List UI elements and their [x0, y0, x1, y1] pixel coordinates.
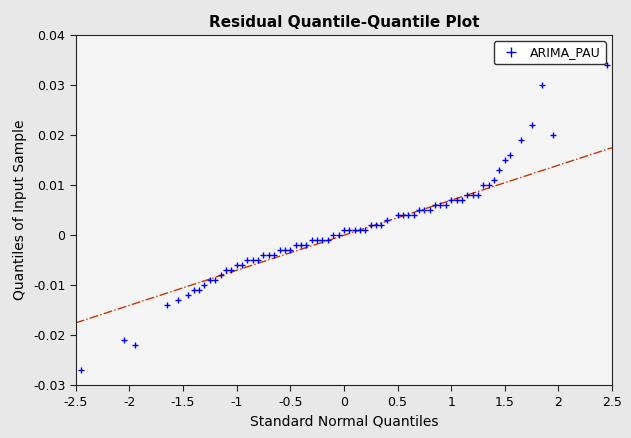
ARIMA_PAU — [603, 63, 611, 68]
Legend: ARIMA_PAU: ARIMA_PAU — [494, 41, 606, 64]
ARIMA_PAU — [244, 258, 251, 263]
ARIMA_PAU — [78, 368, 85, 373]
ARIMA_PAU — [475, 193, 482, 198]
Title: Residual Quantile-Quantile Plot: Residual Quantile-Quantile Plot — [209, 15, 479, 30]
Line: ARIMA_PAU: ARIMA_PAU — [78, 62, 610, 374]
ARIMA_PAU — [270, 253, 278, 258]
Y-axis label: Quantiles of Input Sample: Quantiles of Input Sample — [13, 120, 27, 300]
ARIMA_PAU — [480, 183, 487, 188]
X-axis label: Standard Normal Quantiles: Standard Normal Quantiles — [250, 414, 438, 428]
ARIMA_PAU — [362, 228, 369, 233]
ARIMA_PAU — [254, 258, 262, 263]
